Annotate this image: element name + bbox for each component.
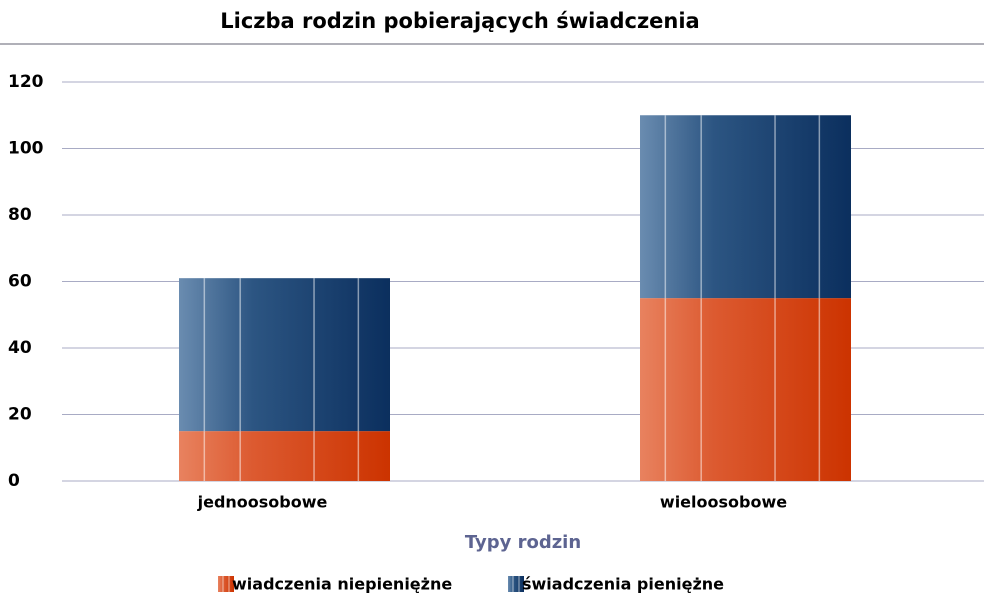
y-tick-label: 120 — [8, 72, 44, 92]
bar-segment — [179, 278, 390, 432]
bar-segment — [640, 115, 851, 299]
y-tick-label: 40 — [8, 338, 32, 358]
legend-swatch — [508, 576, 524, 592]
y-tick-label: 100 — [8, 139, 44, 159]
y-tick-label: 80 — [8, 205, 32, 225]
x-axis-title: Typy rodzin — [465, 532, 581, 553]
bar-segment — [179, 431, 390, 481]
legend-label: świadczenia pieniężne — [522, 575, 724, 594]
y-tick-label: 20 — [8, 405, 32, 425]
y-tick-label: 60 — [8, 272, 32, 292]
chart-title: Liczba rodzin pobierających świadczenia — [220, 9, 699, 33]
y-tick-label: 0 — [8, 471, 20, 491]
bar-segment — [640, 298, 851, 481]
legend-swatch — [218, 576, 234, 592]
x-tick-label: jednoosobowe — [197, 493, 328, 512]
x-tick-label: wieloosobowe — [660, 493, 787, 512]
legend-label: wiadczenia niepieniężne — [232, 575, 452, 594]
